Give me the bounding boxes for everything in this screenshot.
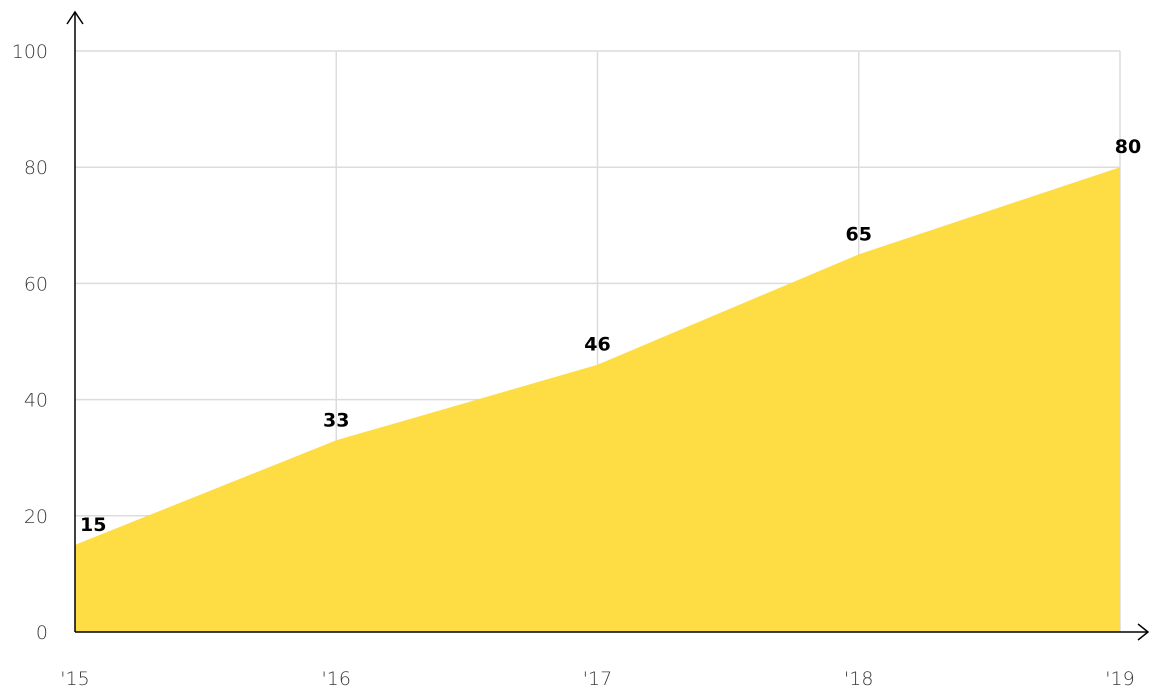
data-label: 15 <box>80 514 106 536</box>
x-axis-arrow-icon <box>1137 623 1150 641</box>
data-label: 46 <box>584 334 610 356</box>
area-fill <box>75 167 1120 632</box>
data-label: 33 <box>323 409 349 431</box>
x-tick-labels: '15 '16 '17 '18 '19 <box>60 668 1134 690</box>
y-tick-label: 40 <box>24 390 48 412</box>
y-tick-label: 100 <box>12 41 48 63</box>
axes <box>66 10 1150 641</box>
data-labels: 15 33 46 65 80 <box>80 136 1141 536</box>
y-tick-label: 0 <box>36 622 48 644</box>
y-axis-arrow-icon <box>66 10 84 25</box>
x-tick-label: '17 <box>583 668 612 690</box>
y-tick-label: 80 <box>24 157 48 179</box>
area-series <box>75 167 1120 632</box>
x-tick-label: '19 <box>1105 668 1134 690</box>
x-tick-label: '18 <box>844 668 873 690</box>
y-tick-label: 20 <box>24 506 48 528</box>
data-label: 65 <box>846 223 872 245</box>
y-tick-label: 60 <box>24 273 48 295</box>
data-label: 80 <box>1115 136 1141 158</box>
y-tick-labels: 0 20 40 60 80 100 <box>12 41 48 644</box>
x-tick-label: '15 <box>60 668 89 690</box>
x-tick-label: '16 <box>322 668 351 690</box>
